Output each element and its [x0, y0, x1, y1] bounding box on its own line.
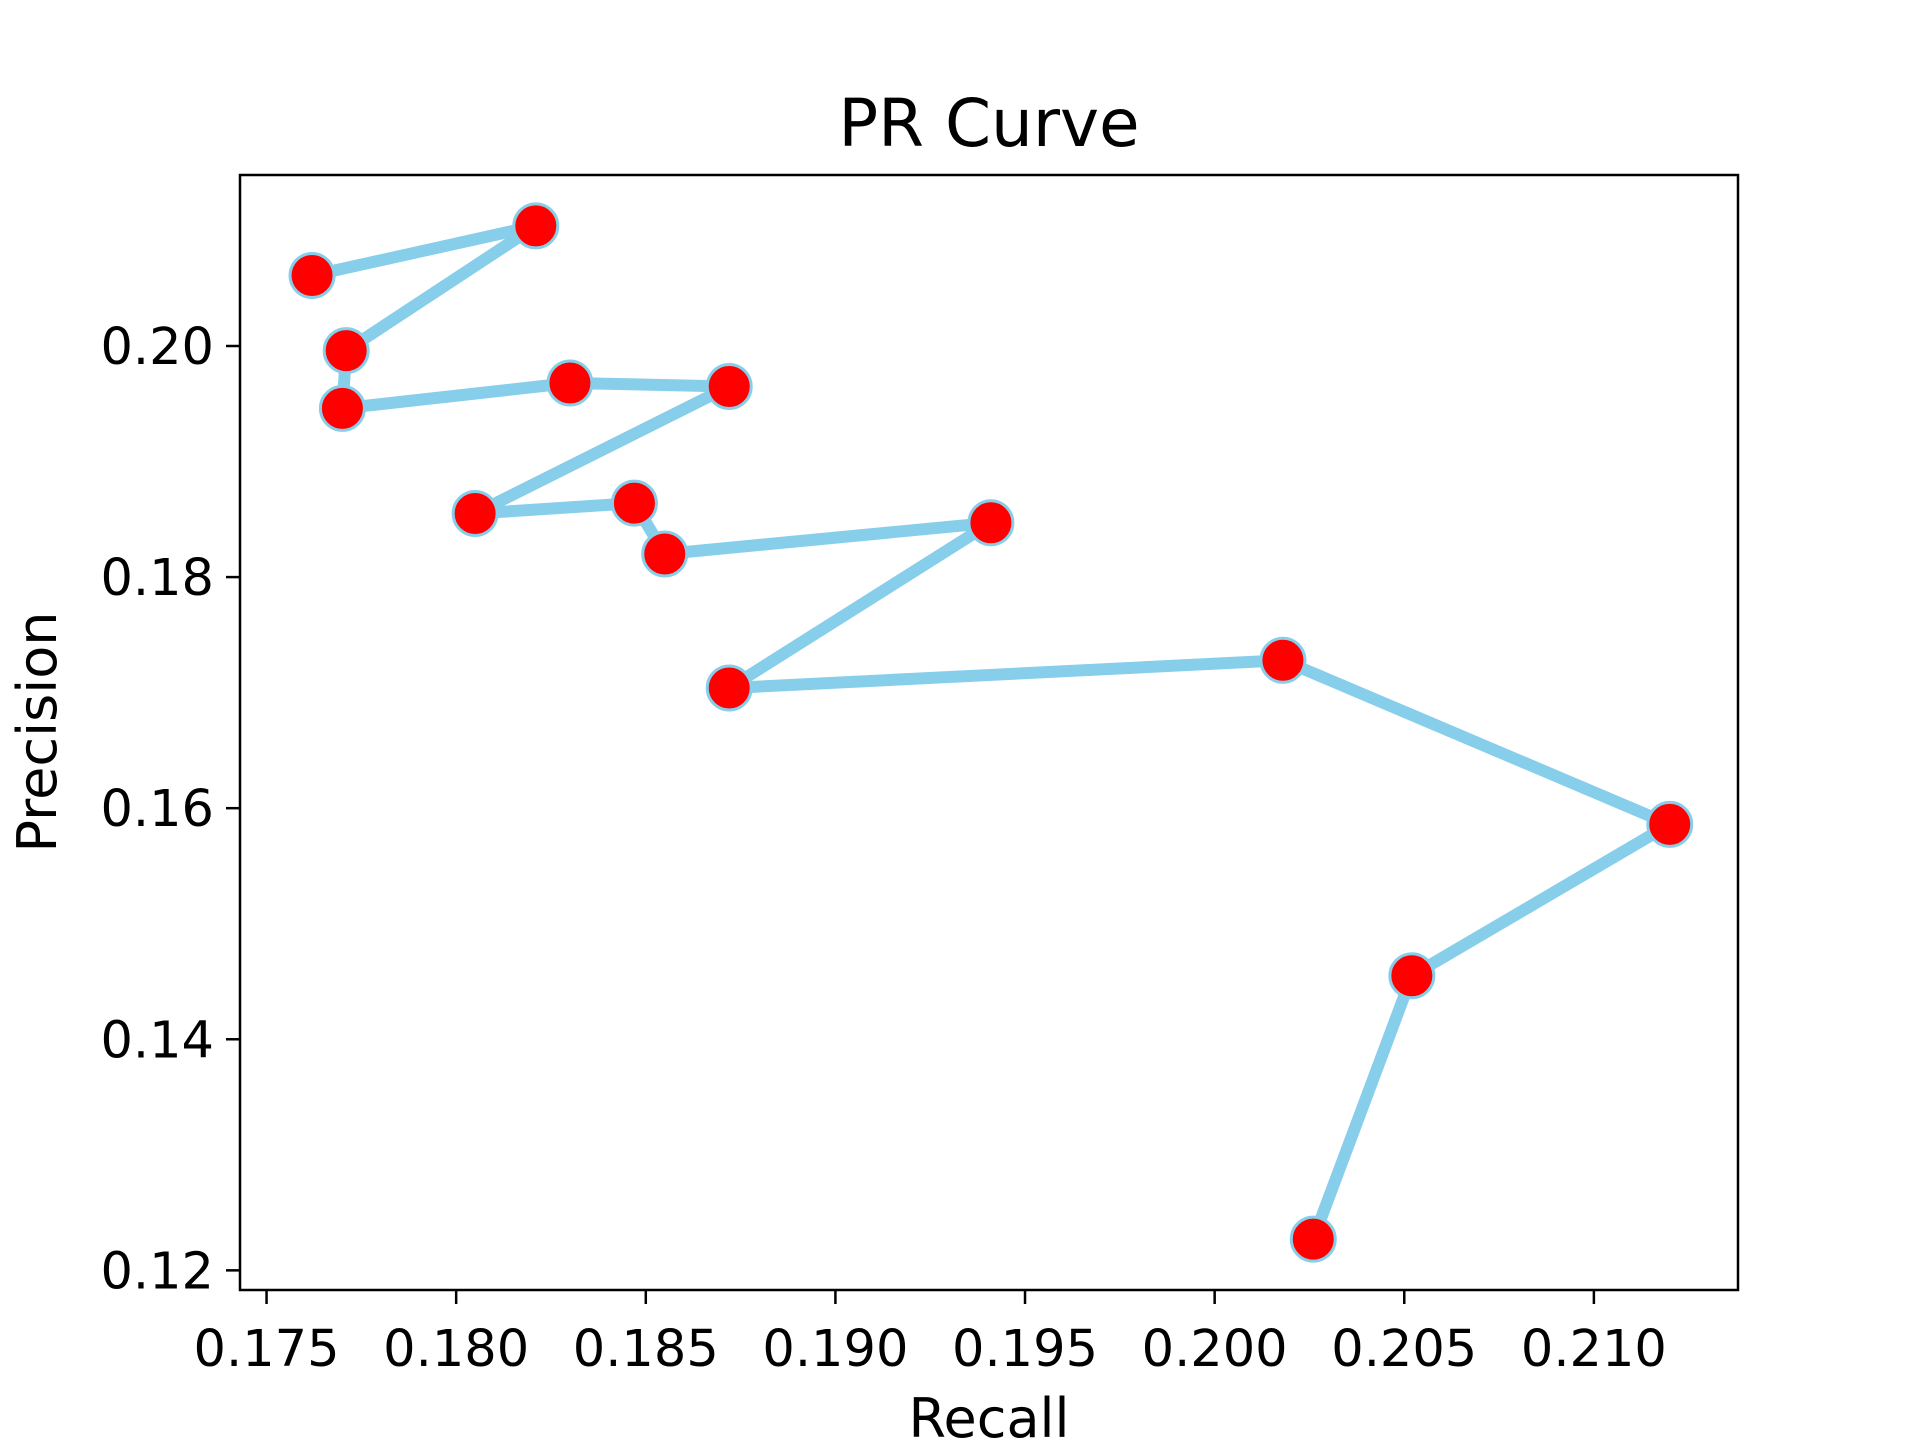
data-point: [318, 384, 366, 432]
y-tick-label: 0.14: [100, 1011, 214, 1070]
x-tick-label: 0.210: [1521, 1320, 1667, 1379]
data-point: [1289, 1215, 1337, 1263]
data-point: [641, 530, 689, 578]
data-point: [451, 490, 499, 538]
x-tick-label: 0.195: [952, 1320, 1098, 1379]
data-point: [705, 664, 753, 712]
data-point: [1646, 800, 1694, 848]
data-point: [1259, 636, 1307, 684]
x-tick-label: 0.205: [1331, 1320, 1477, 1379]
plot-frame: [238, 173, 1740, 1292]
data-point: [610, 479, 658, 527]
data-point: [512, 202, 560, 250]
data-point: [322, 327, 370, 375]
x-tick-label: 0.175: [194, 1320, 340, 1379]
y-tick-label: 0.12: [100, 1242, 214, 1301]
ticks-layer: 0.175 0.180 0.185 0.190 0.195 0.200 0.205 0.210…: [100, 318, 1666, 1379]
x-axis-label: Recall: [908, 1387, 1069, 1440]
chart-title: PR Curve: [838, 85, 1139, 162]
data-point: [288, 252, 336, 300]
y-axis-label: Precision: [6, 612, 69, 853]
data-point: [546, 359, 594, 407]
x-tick-label: 0.200: [1142, 1320, 1288, 1379]
y-tick-label: 0.18: [100, 549, 214, 608]
y-tick-label: 0.16: [100, 780, 214, 839]
data-point: [967, 499, 1015, 547]
x-tick-label: 0.185: [573, 1320, 719, 1379]
data-point: [1388, 952, 1436, 1000]
data-point: [705, 362, 753, 410]
x-tick-label: 0.190: [762, 1320, 908, 1379]
x-tick-label: 0.180: [383, 1320, 529, 1379]
plot-layer: [288, 202, 1694, 1263]
y-tick-label: 0.20: [100, 318, 214, 377]
